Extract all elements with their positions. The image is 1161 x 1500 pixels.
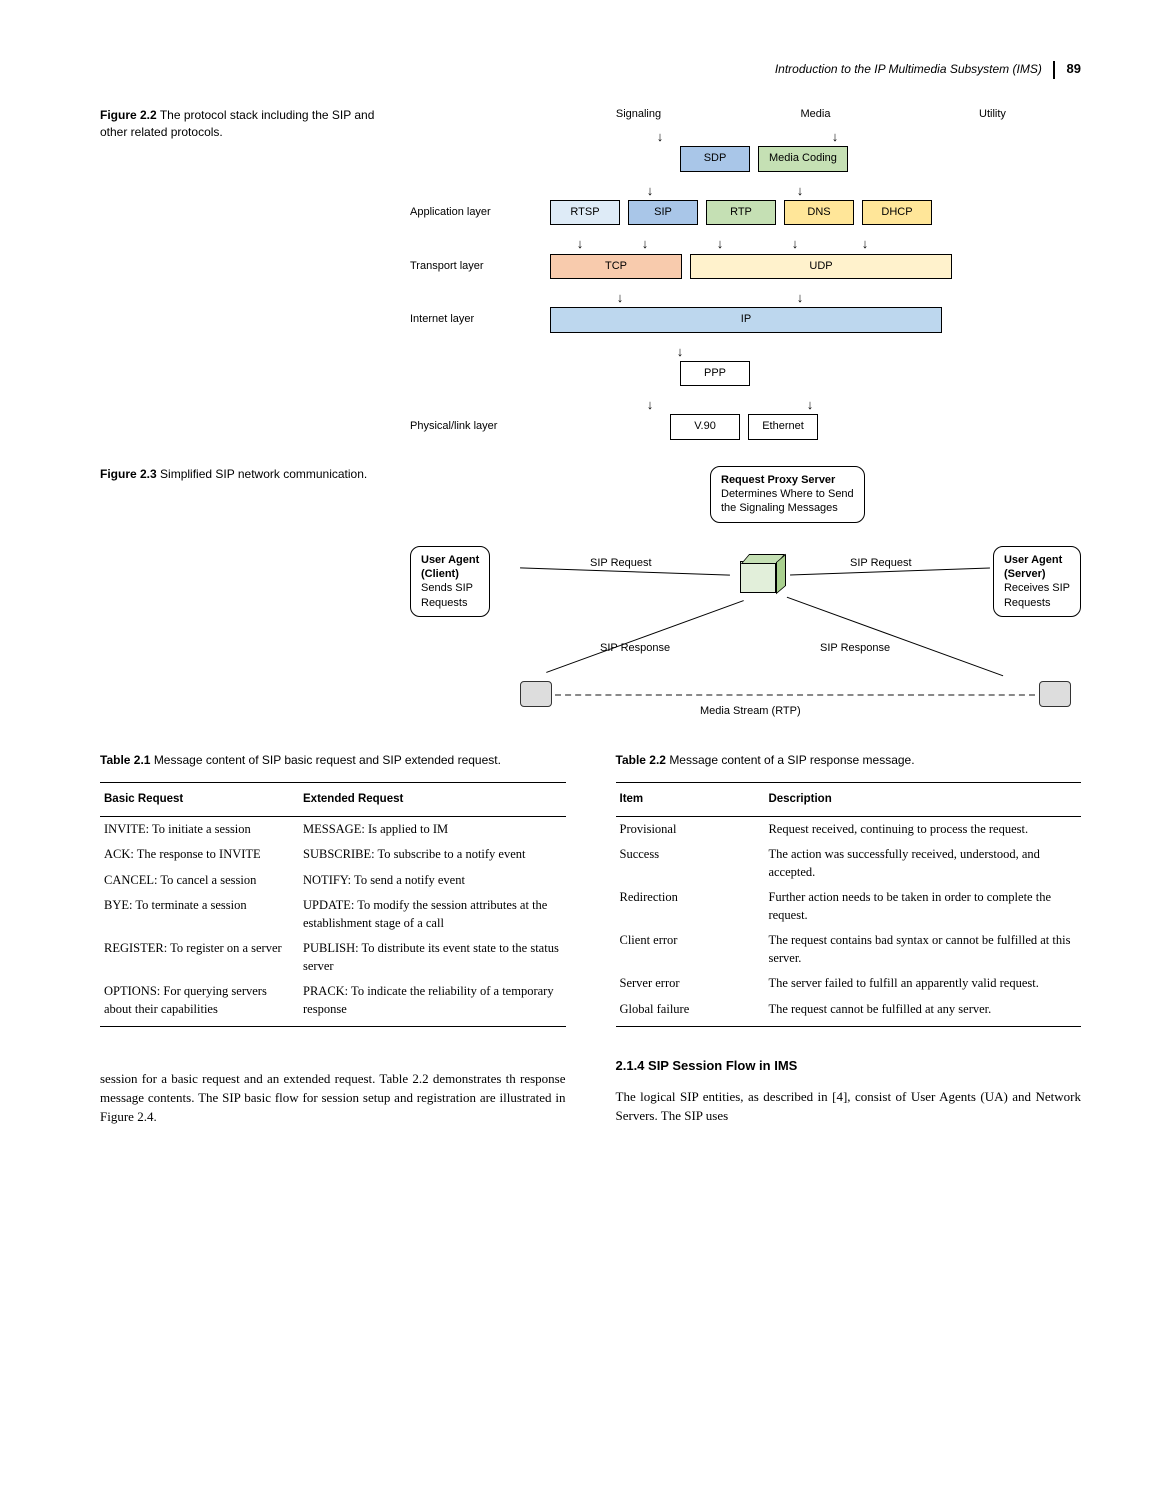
protocol-stack-diagram: Signaling Media Utility ↓↓ SDP Media Cod… <box>410 107 1081 450</box>
box-tcp: TCP <box>550 254 682 279</box>
ua-server-callout: User Agent (Server) Receives SIP Request… <box>993 546 1081 617</box>
ua-client-l3: Sends SIP <box>421 582 473 594</box>
fig22-label: Figure 2.2 <box>100 108 157 122</box>
table-row: BYE: To terminate a sessionUPDATE: To mo… <box>100 893 566 936</box>
table-row: OPTIONS: For querying servers about thei… <box>100 979 566 1027</box>
table-row: Client errorThe request contains bad syn… <box>616 928 1082 971</box>
table-2-1-caption: Table 2.1 Message content of SIP basic r… <box>100 752 566 769</box>
stack-head-media: Media <box>756 107 876 122</box>
box-rtp: RTP <box>706 200 776 225</box>
line-resp-right <box>787 596 1003 676</box>
label-sip-req-1: SIP Request <box>590 556 652 571</box>
client-device-icon <box>520 681 552 707</box>
proxy-callout: Request Proxy Server Determines Where to… <box>710 466 865 523</box>
line-resp-left <box>546 600 744 673</box>
figure-2-2: Figure 2.2 The protocol stack including … <box>100 107 1081 450</box>
figure-2-3: Figure 2.3 Simplified SIP network commun… <box>100 466 1081 726</box>
box-udp: UDP <box>690 254 952 279</box>
proxy-title: Request Proxy Server <box>721 474 835 486</box>
body-left: session for a basic request and an exten… <box>100 1070 566 1127</box>
t21-h2: Extended Request <box>299 783 566 816</box>
tables-row: Table 2.1 Message content of SIP basic r… <box>100 752 1081 1027</box>
ua-server-l3: Receives SIP <box>1004 582 1070 594</box>
label-physical-layer: Physical/link layer <box>410 419 550 434</box>
table-2-2-table: Item Description ProvisionalRequest rece… <box>616 782 1082 1027</box>
label-transport-layer: Transport layer <box>410 259 550 274</box>
box-v90: V.90 <box>670 414 740 439</box>
box-sip: SIP <box>628 200 698 225</box>
box-dns: DNS <box>784 200 854 225</box>
box-sdp: SDP <box>680 146 750 171</box>
ua-client-l2: (Client) <box>421 568 459 580</box>
server-device-icon <box>1039 681 1071 707</box>
box-media-coding: Media Coding <box>758 146 848 171</box>
running-header: Introduction to the IP Multimedia Subsys… <box>100 60 1081 79</box>
table-row: ACK: The response to INVITESUBSCRIBE: To… <box>100 842 566 868</box>
fig23-text: Simplified SIP network communication. <box>160 467 367 481</box>
page-number: 89 <box>1067 61 1081 76</box>
line-media-stream <box>555 694 1035 696</box>
table-row: REGISTER: To register on a serverPUBLISH… <box>100 936 566 979</box>
table-row: ProvisionalRequest received, continuing … <box>616 816 1082 842</box>
proxy-sub1: Determines Where to Send <box>721 488 854 500</box>
table-row: RedirectionFurther action needs to be ta… <box>616 885 1082 928</box>
table-2-1-table: Basic Request Extended Request INVITE: T… <box>100 782 566 1027</box>
label-internet-layer: Internet layer <box>410 312 550 327</box>
t22-text: Message content of a SIP response messag… <box>669 753 914 767</box>
figure-2-2-caption: Figure 2.2 The protocol stack including … <box>100 107 390 450</box>
section-2-1-4-heading: 2.1.4 SIP Session Flow in IMS <box>616 1057 1082 1075</box>
table-row: Global failureThe request cannot be fulf… <box>616 997 1082 1027</box>
ua-client-callout: User Agent (Client) Sends SIP Requests <box>410 546 490 617</box>
box-ethernet: Ethernet <box>748 414 818 439</box>
proxy-sub2: the Signaling Messages <box>721 502 838 514</box>
ua-server-l2: (Server) <box>1004 568 1046 580</box>
t21-h1: Basic Request <box>100 783 299 816</box>
stack-head-signaling: Signaling <box>579 107 699 122</box>
ua-server-l4: Requests <box>1004 597 1050 609</box>
box-ip: IP <box>550 307 942 332</box>
t21-label: Table 2.1 <box>100 753 150 767</box>
ua-server-l1: User Agent <box>1004 554 1062 566</box>
sip-network-diagram: Request Proxy Server Determines Where to… <box>410 466 1081 726</box>
stack-head-utility: Utility <box>933 107 1053 122</box>
box-ppp: PPP <box>680 361 750 386</box>
table-2-1: Table 2.1 Message content of SIP basic r… <box>100 752 566 1027</box>
table-2-2-caption: Table 2.2 Message content of a SIP respo… <box>616 752 1082 769</box>
fig23-label: Figure 2.3 <box>100 467 157 481</box>
label-media-stream: Media Stream (RTP) <box>700 704 801 719</box>
proxy-server-icon <box>740 561 776 593</box>
table-2-2: Table 2.2 Message content of a SIP respo… <box>616 752 1082 1027</box>
table-row: CANCEL: To cancel a sessionNOTIFY: To se… <box>100 868 566 894</box>
t22-h1: Item <box>616 783 765 816</box>
header-divider <box>1053 61 1055 79</box>
table-row: INVITE: To initiate a sessionMESSAGE: Is… <box>100 816 566 842</box>
ua-client-l1: User Agent <box>421 554 479 566</box>
t22-h2: Description <box>764 783 1081 816</box>
body-columns: session for a basic request and an exten… <box>100 1057 1081 1140</box>
t22-label: Table 2.2 <box>616 753 666 767</box>
label-sip-req-2: SIP Request <box>850 556 912 571</box>
label-sip-resp-1: SIP Response <box>600 641 670 656</box>
body-right: The logical SIP entities, as described i… <box>616 1088 1082 1126</box>
label-app-layer: Application layer <box>410 205 550 220</box>
table-row: Server errorThe server failed to fulfill… <box>616 971 1082 997</box>
figure-2-3-caption: Figure 2.3 Simplified SIP network commun… <box>100 466 390 726</box>
header-title: Introduction to the IP Multimedia Subsys… <box>775 62 1042 76</box>
t21-text: Message content of SIP basic request and… <box>154 753 501 767</box>
label-sip-resp-2: SIP Response <box>820 641 890 656</box>
ua-client-l4: Requests <box>421 597 467 609</box>
box-rtsp: RTSP <box>550 200 620 225</box>
box-dhcp: DHCP <box>862 200 932 225</box>
table-row: SuccessThe action was successfully recei… <box>616 842 1082 885</box>
